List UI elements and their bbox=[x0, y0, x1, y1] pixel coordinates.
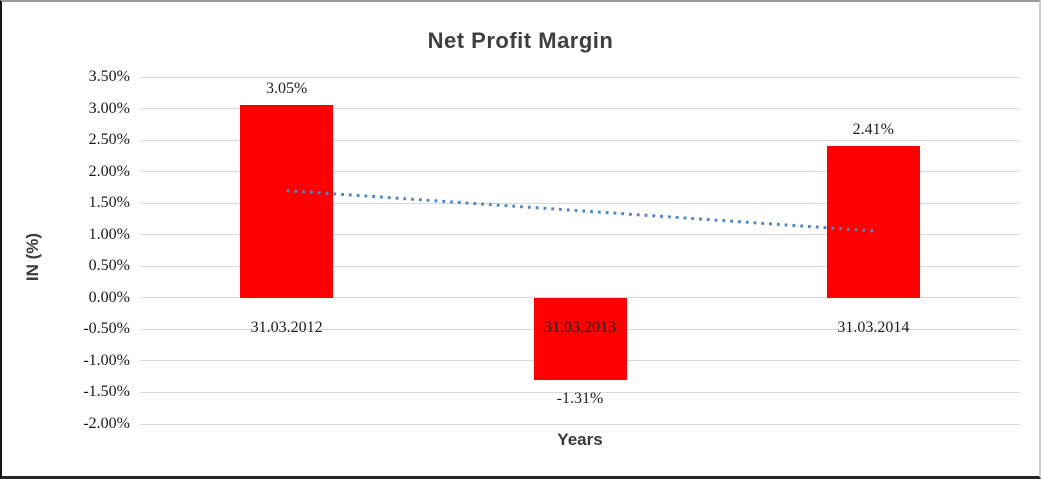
gridline bbox=[140, 171, 1020, 173]
chart-title: Net Profit Margin bbox=[427, 28, 614, 53]
gridline bbox=[140, 423, 1020, 425]
y-axis-tick-label: -1.50% bbox=[83, 383, 130, 401]
gridline bbox=[140, 234, 1020, 236]
bar-value-label: -1.31% bbox=[556, 390, 604, 408]
bar-value-label: 3.05% bbox=[265, 80, 308, 98]
y-axis-tick-label: 2.50% bbox=[88, 131, 130, 149]
y-axis-tick-label: -2.00% bbox=[83, 415, 130, 432]
gridline bbox=[140, 76, 1020, 78]
y-axis-tick-label: 1.00% bbox=[88, 225, 130, 243]
bar-31.03.2012 bbox=[240, 105, 334, 298]
x-axis-title: Years bbox=[557, 430, 603, 449]
bar-value-label: 2.41% bbox=[852, 120, 894, 138]
y-axis-tick-label: 3.50% bbox=[88, 68, 130, 85]
y-axis-tick-label: -0.50% bbox=[83, 320, 130, 338]
bar-31.03.2013 bbox=[533, 297, 627, 381]
gridline bbox=[140, 139, 1020, 141]
y-axis-tick-label: 2.00% bbox=[88, 162, 130, 180]
x-axis-category-label: 31.03.2014 bbox=[837, 318, 910, 336]
bar-31.03.2014 bbox=[826, 145, 920, 298]
x-axis-category-label: 31.03.2012 bbox=[250, 318, 323, 336]
y-axis-tick-label: 3.00% bbox=[88, 99, 130, 117]
gridline bbox=[140, 265, 1020, 267]
y-axis-tick-label: 1.50% bbox=[88, 194, 130, 212]
y-axis-tick-label: 0.50% bbox=[88, 257, 130, 275]
gridline bbox=[140, 108, 1020, 110]
y-axis-tick-label: 0.00% bbox=[88, 288, 130, 306]
gridline bbox=[140, 391, 1020, 393]
x-axis-category-label: 31.03.2013 bbox=[544, 318, 616, 336]
y-axis-tick-label: -1.00% bbox=[83, 351, 130, 369]
